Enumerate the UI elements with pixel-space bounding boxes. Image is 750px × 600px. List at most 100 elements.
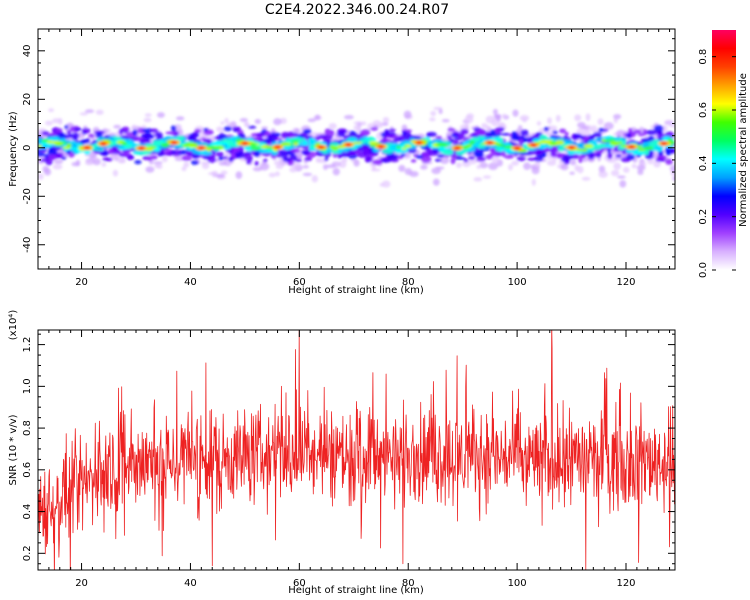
band-bright: [118, 140, 125, 143]
band-core: [655, 146, 662, 152]
band-body: [255, 136, 261, 142]
band-body: [70, 132, 80, 139]
band-body: [303, 128, 312, 135]
band-haze: [546, 160, 557, 166]
band-body: [64, 124, 69, 130]
band-body: [88, 133, 95, 138]
band-haze: [531, 166, 540, 175]
colorbar-gradient: [712, 30, 736, 270]
band-hotspot: [198, 146, 205, 150]
band-haze: [498, 122, 506, 129]
band-body: [421, 155, 432, 163]
colorbar-tick-label: 0.2: [698, 209, 709, 225]
band-haze: [79, 112, 89, 116]
band-body: [322, 134, 333, 142]
band-body: [255, 132, 266, 138]
x-tick-label: 20: [75, 277, 88, 288]
band-haze: [476, 164, 482, 169]
band-body: [39, 158, 49, 163]
snr-multiplier: (x10⁴): [8, 310, 19, 341]
band-body: [500, 132, 510, 136]
band-bright: [290, 139, 300, 143]
band-haze: [275, 171, 280, 177]
band-body: [402, 131, 412, 138]
band-core: [299, 142, 310, 146]
band-haze: [307, 118, 316, 123]
band-body: [232, 147, 241, 153]
band-core: [125, 139, 132, 144]
band-haze: [560, 163, 569, 171]
band-haze: [216, 126, 224, 133]
band-body: [501, 150, 506, 157]
band-haze: [38, 173, 44, 180]
band-haze: [665, 119, 674, 124]
band-haze: [215, 174, 225, 178]
band-haze: [534, 160, 541, 168]
band-bright: [187, 142, 199, 147]
band-body: [102, 157, 113, 162]
band-haze: [512, 109, 519, 117]
spectrogram-xlabel: Height of straight line (km): [288, 285, 424, 296]
band-body: [615, 154, 622, 158]
band-body: [620, 157, 631, 163]
band-bright: [395, 145, 402, 149]
y-tick-label: -20: [22, 188, 33, 204]
band-haze: [174, 157, 184, 161]
band-bright: [210, 146, 221, 150]
band-body: [637, 133, 645, 137]
band-body: [41, 130, 50, 136]
band-body: [511, 131, 518, 139]
band-haze: [239, 117, 248, 122]
band-haze: [53, 159, 64, 164]
band-body: [217, 133, 228, 139]
band-haze: [598, 170, 608, 178]
band-body: [347, 151, 357, 156]
band-haze: [268, 172, 276, 178]
band-body: [434, 158, 442, 162]
band-hotspot: [486, 140, 494, 145]
band-body: [232, 126, 241, 131]
band-body: [393, 137, 403, 142]
band-core: [152, 140, 164, 147]
band-haze: [456, 162, 462, 168]
band-haze: [52, 163, 63, 170]
band-haze: [261, 126, 269, 130]
band-body: [47, 154, 57, 161]
band-haze: [145, 166, 155, 173]
colorbar-ticks: 0.0 0.2 0.4 0.6 0.8: [698, 49, 736, 278]
band-body: [664, 147, 671, 155]
band-hotspot: [568, 145, 575, 150]
band-hotspot: [317, 145, 325, 149]
band-body: [181, 155, 193, 161]
spectrogram-ylabel: Frequency (Hz): [8, 111, 19, 187]
snr-axes: 20 40 60 80 100 120 0.2 0.4 0.6 0.8 1.0 1.2: [22, 330, 675, 589]
band-body: [123, 126, 130, 132]
band-haze: [156, 164, 163, 169]
band-body: [543, 126, 549, 132]
band-body: [81, 127, 91, 134]
band-body: [288, 134, 298, 139]
band-haze: [356, 126, 362, 134]
band-haze: [211, 170, 219, 176]
band-haze: [485, 115, 496, 124]
band-body: [203, 128, 209, 132]
band-haze: [479, 162, 488, 169]
x-tick-label: 100: [508, 277, 527, 288]
band-body: [474, 153, 485, 158]
y-tick-label: 0.2: [22, 545, 33, 561]
band-body: [592, 131, 603, 138]
band-body: [380, 138, 388, 144]
band-bright: [206, 147, 212, 152]
band-body: [436, 154, 445, 158]
band-haze: [519, 114, 530, 122]
band-body: [655, 158, 666, 162]
snr-ylabel: SNR (10 * v/v): [8, 414, 19, 485]
band-body: [142, 133, 154, 139]
band-haze: [259, 162, 270, 171]
band-haze: [226, 122, 231, 128]
band-body: [223, 126, 232, 132]
band-body: [426, 131, 437, 137]
band-body: [95, 132, 103, 139]
band-haze: [404, 152, 410, 158]
